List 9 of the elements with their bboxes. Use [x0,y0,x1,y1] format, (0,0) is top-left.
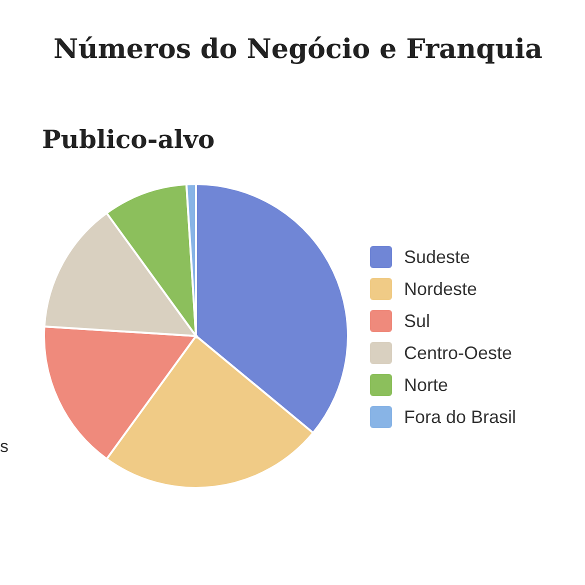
chart-title: Números do Negócio e Franquia [54,34,542,65]
legend-label: Norte [404,375,448,395]
text: s [0,437,8,456]
legend-label: Centro-Oeste [404,343,512,363]
legend-label: Sudeste [404,247,470,267]
legend-label: Sul [404,311,430,331]
chart-subtitle: Publico-alvo [42,125,215,154]
legend-label: Nordeste [404,279,478,299]
legend-label: Fora do Brasil [404,407,516,427]
